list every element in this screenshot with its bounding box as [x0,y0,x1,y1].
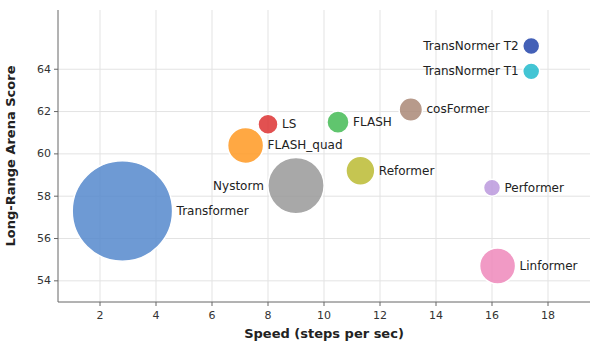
grid-line-x [100,10,101,302]
y-axis-label: Long-Range Arena Score [3,65,18,246]
grid-line-x [156,10,157,302]
chart: 2 4 6 8 10 12 14 16 18 54 56 58 60 62 64 Speed (steps p… [0,0,602,346]
x-tick [268,302,269,306]
x-tick-label: 4 [153,309,160,322]
bubble [346,156,375,185]
x-tick-label: 18 [541,309,555,322]
point-label: FLASH [353,115,392,129]
points [72,37,539,284]
bubble [480,248,516,284]
y-tick [54,196,58,197]
point-label: TransNormer T1 [422,64,519,78]
bubble [523,37,540,54]
x-tick-label: 14 [429,309,443,322]
point-labels: Transformer FLASH_quad LS Nystorm FLASH Refor… [176,39,578,273]
x-tick [100,302,101,306]
point-label: Performer [504,181,563,195]
point-label: TransNormer T2 [422,39,519,53]
x-tick [324,302,325,306]
point-label: LS [282,117,296,131]
x-tick-label: 6 [209,309,216,322]
x-tick [212,302,213,306]
bubble [484,179,501,196]
point-label: Nystorm [213,179,264,193]
grid [58,10,590,302]
x-tick-label: 16 [485,309,499,322]
y-tick [54,280,58,281]
y-tick-label: 56 [37,232,51,245]
grid-line-y [58,280,590,281]
y-axis-line [58,10,59,302]
bubble [327,111,349,133]
x-tick-label: 12 [373,309,387,322]
grid-line-x [324,10,325,302]
bubble [268,157,324,213]
y-tick [54,111,58,112]
y-tick [54,153,58,154]
grid-line-y [58,111,590,112]
grid-line-x [380,10,381,302]
x-tick-label: 10 [317,309,331,322]
x-axis-label: Speed (steps per sec) [244,326,404,341]
grid-line-y [58,153,590,154]
x-tick [380,302,381,306]
bubble [523,63,540,80]
point-label: cosFormer [426,102,489,116]
y-tick-label: 64 [37,63,51,76]
x-tick-label: 8 [265,309,272,322]
x-tick [492,302,493,306]
x-tick [548,302,549,306]
bubble [399,98,422,121]
y-tick-label: 58 [37,190,51,203]
point-label: Transformer [176,204,249,218]
axes: 2 4 6 8 10 12 14 16 18 54 56 58 60 62 64 [37,10,590,322]
grid-line-x [268,10,269,302]
x-tick [436,302,437,306]
x-tick [156,302,157,306]
point-label: Reformer [379,164,435,178]
y-tick [54,238,58,239]
grid-line-x [212,10,213,302]
y-tick-label: 54 [37,274,51,287]
point-label: Linformer [520,259,578,273]
bubble [72,161,172,261]
x-tick-label: 2 [97,309,104,322]
point-label: FLASH_quad [268,138,343,152]
grid-line-x [436,10,437,302]
y-tick [54,69,58,70]
y-tick-label: 60 [37,147,51,160]
y-tick-label: 62 [37,105,51,118]
bubble [228,127,264,163]
bubble [258,114,278,134]
